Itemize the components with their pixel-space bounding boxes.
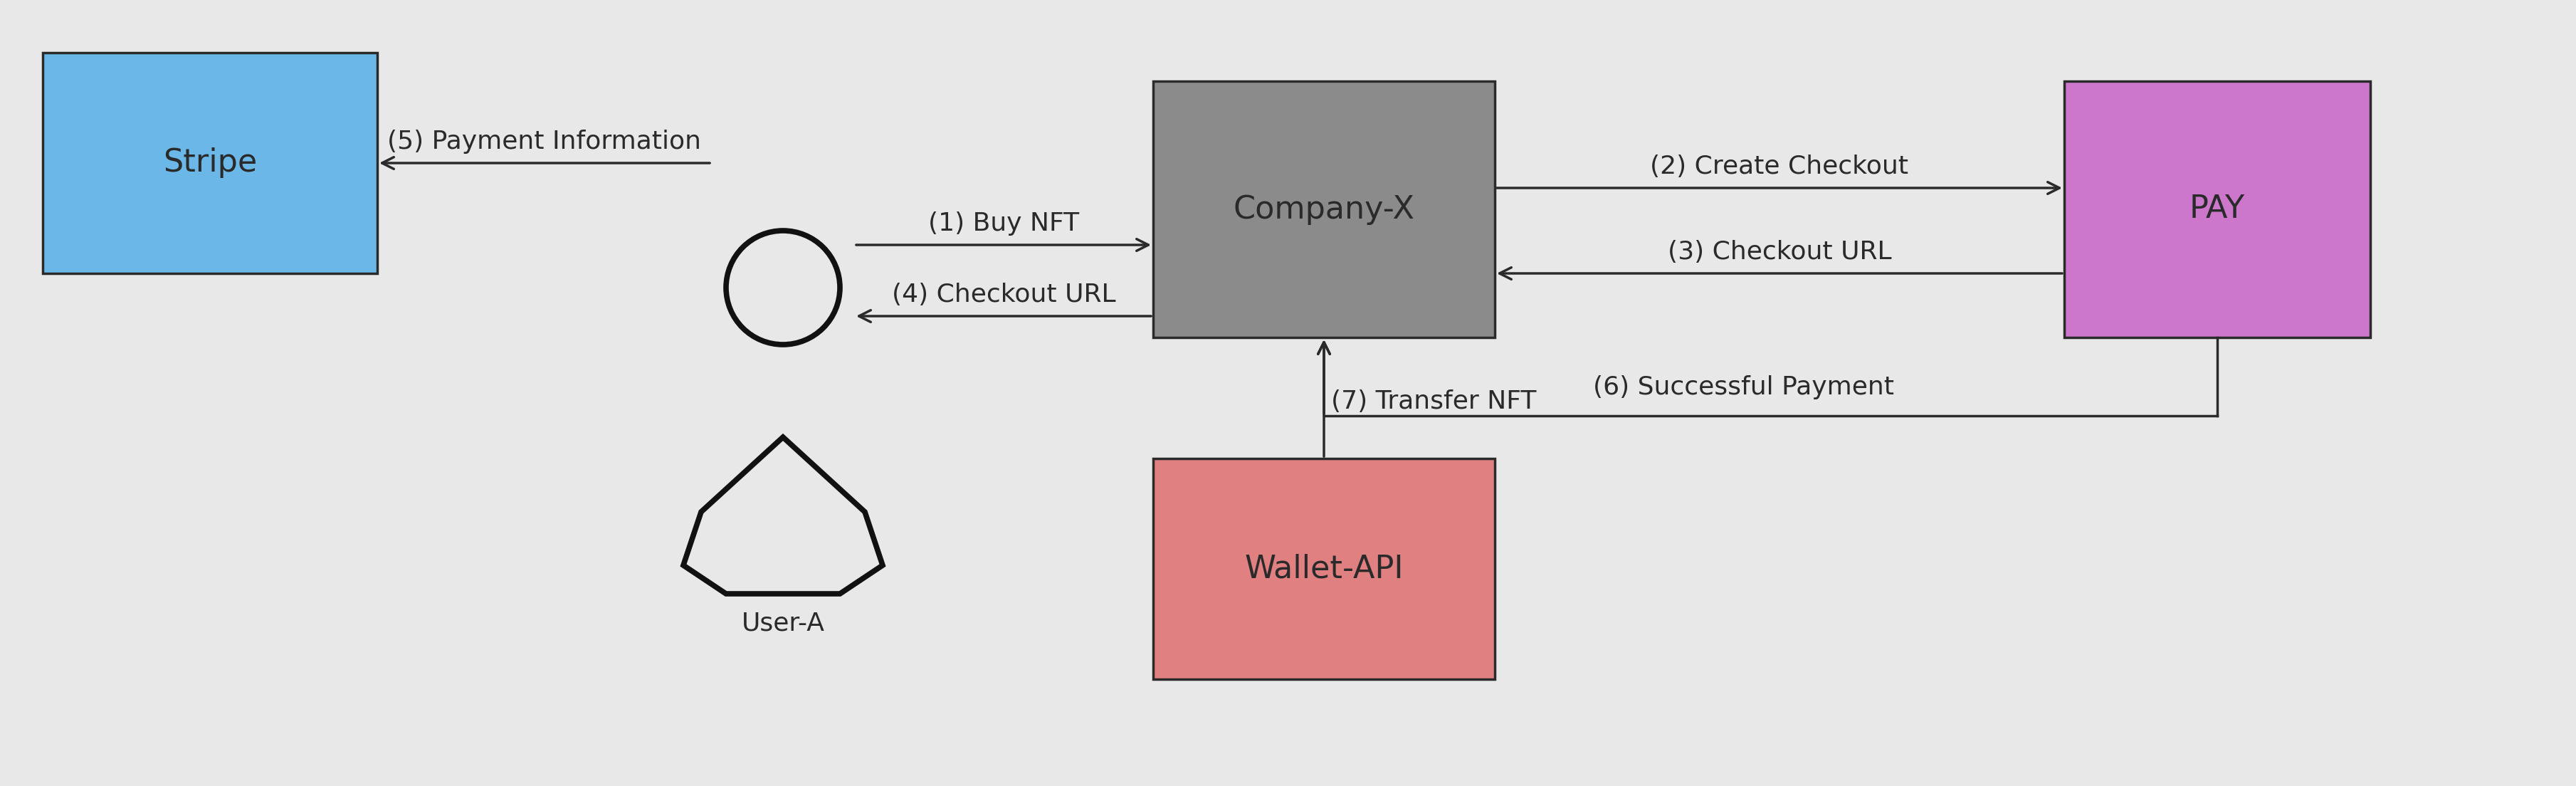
Text: (6) Successful Payment: (6) Successful Payment bbox=[1595, 375, 1893, 399]
Text: Stripe: Stripe bbox=[162, 148, 258, 178]
FancyBboxPatch shape bbox=[44, 53, 376, 274]
FancyBboxPatch shape bbox=[2063, 81, 2370, 337]
Text: (2) Create Checkout: (2) Create Checkout bbox=[1651, 155, 1909, 178]
Text: (3) Checkout URL: (3) Checkout URL bbox=[1667, 240, 1891, 264]
FancyBboxPatch shape bbox=[1154, 81, 1494, 337]
Text: Company-X: Company-X bbox=[1234, 194, 1414, 225]
Text: PAY: PAY bbox=[2190, 194, 2246, 225]
Text: (7) Transfer NFT: (7) Transfer NFT bbox=[1332, 389, 1535, 413]
Text: (1) Buy NFT: (1) Buy NFT bbox=[927, 211, 1079, 236]
Text: (5) Payment Information: (5) Payment Information bbox=[386, 130, 701, 154]
Text: (4) Checkout URL: (4) Checkout URL bbox=[891, 283, 1115, 307]
Text: Wallet-API: Wallet-API bbox=[1244, 553, 1404, 584]
FancyBboxPatch shape bbox=[1154, 458, 1494, 679]
Text: User-A: User-A bbox=[742, 612, 824, 636]
